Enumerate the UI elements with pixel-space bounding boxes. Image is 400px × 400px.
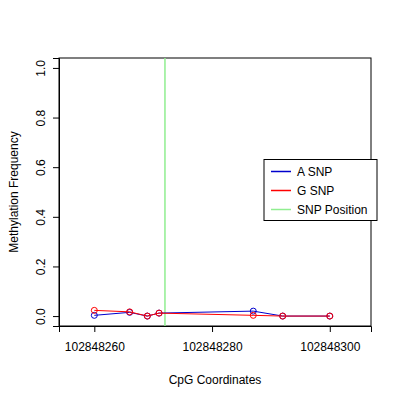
- x-tick: 102848260: [65, 326, 125, 354]
- x-axis-title: CpG Coordinates: [169, 373, 262, 387]
- y-axis-title: Methylation Frequency: [7, 131, 21, 252]
- series-point: [91, 307, 97, 313]
- y-axis-line: [53, 59, 60, 327]
- x-axis-line: [60, 327, 372, 333]
- plot-frame: [59, 58, 371, 326]
- legend: A SNP G SNP SNP Position: [264, 160, 377, 221]
- y-tick: 0.4: [34, 209, 59, 226]
- legend-swatch: [271, 209, 291, 211]
- series-point: [127, 309, 133, 315]
- legend-label: A SNP: [297, 165, 332, 179]
- x-tick: 102848280: [183, 326, 243, 354]
- x-tick-label: 102848300: [300, 340, 360, 354]
- snp-position-line: [164, 58, 166, 326]
- y-tick: 0.8: [34, 109, 59, 126]
- y-tick-label: 0.4: [34, 209, 48, 226]
- y-tick-mark: [53, 266, 59, 267]
- y-tick: 0.2: [34, 258, 59, 275]
- y-tick-mark: [53, 118, 59, 119]
- y-tick: 0.6: [34, 159, 59, 176]
- y-tick-label: 1.0: [34, 60, 48, 77]
- series-point: [250, 312, 256, 318]
- y-tick-mark: [53, 316, 59, 317]
- x-tick-label: 102848280: [183, 340, 243, 354]
- x-axis: 102848260 102848280 102848300: [60, 326, 372, 354]
- series-point: [280, 313, 286, 319]
- y-tick-mark: [53, 167, 59, 168]
- legend-box: [264, 160, 377, 221]
- y-tick: 0.0: [34, 308, 59, 325]
- y-tick-mark: [53, 217, 59, 218]
- legend-label: G SNP: [297, 184, 334, 198]
- legend-label: SNP Position: [297, 203, 367, 217]
- chart: 1028482601028482801028483000.00.20.40.60…: [0, 0, 400, 400]
- y-tick: 1.0: [34, 60, 59, 77]
- y-tick-label: 0.2: [34, 258, 48, 275]
- y-axis: 0.0 0.2 0.4 0.6 0.8 1.0: [34, 59, 60, 327]
- x-tick: 102848300: [300, 326, 360, 354]
- y-tick-mark: [53, 68, 59, 69]
- x-tick-mark: [212, 326, 213, 332]
- x-tick-mark: [94, 326, 95, 332]
- y-tick-label: 0.6: [34, 159, 48, 176]
- x-tick-label: 102848260: [65, 340, 125, 354]
- series-point: [144, 313, 150, 319]
- y-tick-label: 0.8: [34, 109, 48, 126]
- series-point: [156, 310, 162, 316]
- legend-swatch: [271, 190, 291, 192]
- x-tick-mark: [330, 326, 331, 332]
- y-tick-label: 0.0: [34, 308, 48, 325]
- series-point: [327, 313, 333, 319]
- legend-swatch: [271, 171, 291, 173]
